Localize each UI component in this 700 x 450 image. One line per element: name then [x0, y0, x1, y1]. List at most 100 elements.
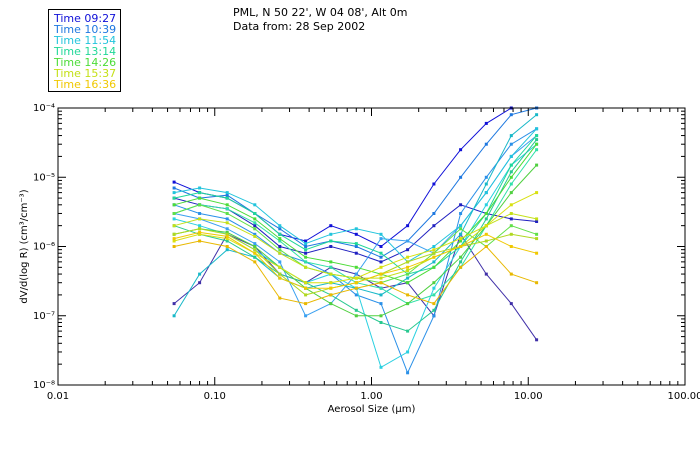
data-point: [432, 281, 436, 285]
data-point: [459, 245, 463, 248]
data-point: [225, 227, 229, 231]
data-point: [432, 212, 436, 215]
data-point: [379, 302, 383, 306]
data-point: [329, 245, 333, 248]
data-point: [406, 276, 410, 280]
data-point: [198, 186, 202, 190]
data-point: [198, 224, 202, 228]
data-point: [535, 127, 539, 131]
data-point: [432, 255, 436, 259]
data-point: [253, 217, 257, 221]
data-point: [329, 260, 333, 264]
data-point: [253, 260, 257, 264]
data-point: [379, 314, 383, 318]
data-point: [406, 281, 410, 285]
data-point: [198, 191, 202, 195]
data-point: [278, 227, 282, 231]
data-point: [225, 232, 229, 236]
data-point: [432, 314, 436, 318]
data-point: [354, 286, 358, 290]
data-point: [225, 212, 229, 215]
data-point: [329, 232, 333, 236]
data-point: [432, 260, 436, 264]
data-point: [198, 217, 202, 221]
data-point: [406, 272, 410, 276]
data-point: [509, 212, 513, 215]
data-point: [509, 170, 513, 174]
data-point: [509, 203, 513, 207]
y-tick-label: 10⁻⁵: [33, 172, 55, 183]
y-tick-label: 10⁻⁸: [33, 380, 55, 391]
data-point: [509, 191, 513, 195]
plot-frame: [57, 107, 686, 386]
data-point: [535, 191, 539, 195]
data-point: [406, 255, 410, 259]
data-point: [172, 212, 176, 215]
data-point: [509, 217, 513, 221]
data-point: [225, 239, 229, 243]
data-point: [535, 163, 539, 167]
data-point: [484, 121, 488, 125]
x-tick-label: 0.01: [47, 391, 69, 402]
data-point: [329, 302, 333, 306]
data-point: [304, 239, 308, 243]
data-point: [406, 248, 410, 252]
data-point: [172, 191, 176, 195]
data-point: [304, 314, 308, 318]
legend-item: Time 11:54: [54, 34, 117, 47]
data-point: [278, 248, 282, 252]
data-point: [198, 227, 202, 231]
legend-item: Time 13:14: [54, 45, 117, 58]
data-point: [253, 224, 257, 228]
data-point: [253, 251, 257, 255]
legend-item: Time 16:36: [54, 78, 117, 91]
data-point: [278, 265, 282, 269]
data-point: [354, 245, 358, 248]
data-point: [172, 224, 176, 228]
data-point: [253, 255, 257, 259]
data-point: [225, 237, 229, 241]
legend-item: Time 15:37: [54, 67, 117, 80]
data-point: [484, 203, 488, 207]
data-point: [379, 276, 383, 280]
data-point: [329, 272, 333, 276]
data-point: [459, 212, 463, 215]
data-point: [225, 245, 229, 248]
data-point: [459, 237, 463, 241]
data-point: [172, 237, 176, 241]
data-point: [432, 265, 436, 269]
data-point: [484, 232, 488, 236]
data-point: [304, 255, 308, 259]
data-point: [459, 260, 463, 264]
data-point: [304, 302, 308, 306]
data-point: [459, 175, 463, 179]
data-point: [304, 245, 308, 248]
data-point: [304, 251, 308, 255]
data-point: [379, 272, 383, 276]
data-point: [484, 224, 488, 228]
data-point: [432, 182, 436, 186]
data-point: [329, 281, 333, 285]
data-point: [172, 314, 176, 318]
data-point: [198, 281, 202, 285]
data-point: [484, 245, 488, 248]
series-line: [173, 114, 537, 317]
data-point: [484, 175, 488, 179]
data-point: [198, 232, 202, 236]
legend-item: Time 10:39: [54, 23, 117, 36]
data-point: [432, 302, 436, 306]
data-point: [535, 281, 539, 285]
data-point: [406, 239, 410, 243]
data-point: [354, 308, 358, 312]
data-point: [198, 239, 202, 243]
data-point: [459, 232, 463, 236]
data-point: [379, 245, 383, 248]
data-point: [278, 239, 282, 243]
data-point: [432, 286, 436, 290]
data-point: [459, 265, 463, 269]
series-line: [173, 143, 537, 369]
data-point: [225, 234, 229, 238]
data-point: [354, 265, 358, 269]
data-point: [432, 224, 436, 228]
data-point: [379, 255, 383, 259]
